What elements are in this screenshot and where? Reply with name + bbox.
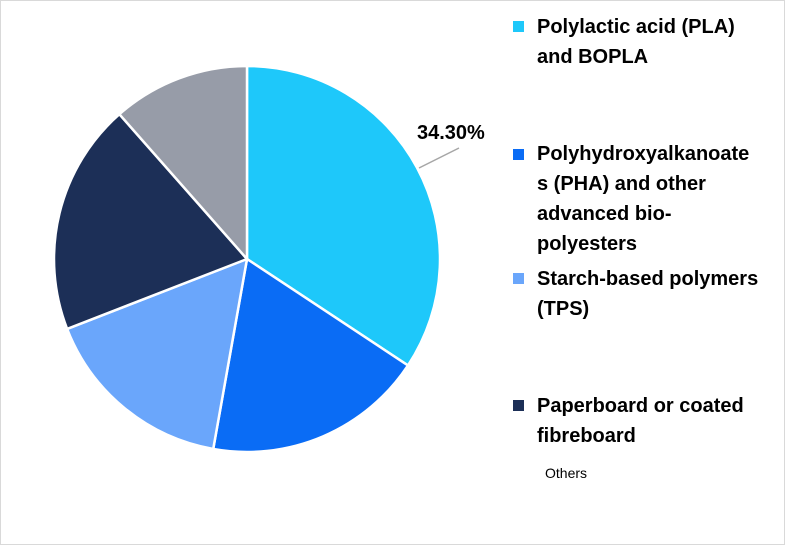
pie-slice-4 [118, 64, 249, 261]
pie-slice-3 [52, 112, 249, 331]
pie-slice-2 [65, 257, 249, 451]
legend-label-pla: Polylactic acid (PLA) and BOPLA [537, 16, 735, 68]
legend-label-others: Others [545, 465, 588, 481]
legend: Polylactic acid (PLA) and BOPLA Polyhydr… [513, 1, 783, 541]
data-label-leader-line [418, 147, 460, 169]
pie-slice-1 [211, 257, 410, 454]
legend-swatch-pha [513, 149, 524, 160]
legend-label-paperboard: Paperboard or coated fibreboard [537, 395, 744, 447]
legend-swatch-paperboard [513, 400, 524, 411]
legend-swatch-tps [513, 273, 524, 284]
legend-swatch-pla [513, 21, 524, 32]
legend-label-pha: Polyhydroxyalkanoate s (PHA) and other a… [537, 143, 750, 255]
data-label-pla: 34.30% [417, 122, 485, 144]
legend-label-tps: Starch-based polymers (TPS) [537, 268, 759, 320]
